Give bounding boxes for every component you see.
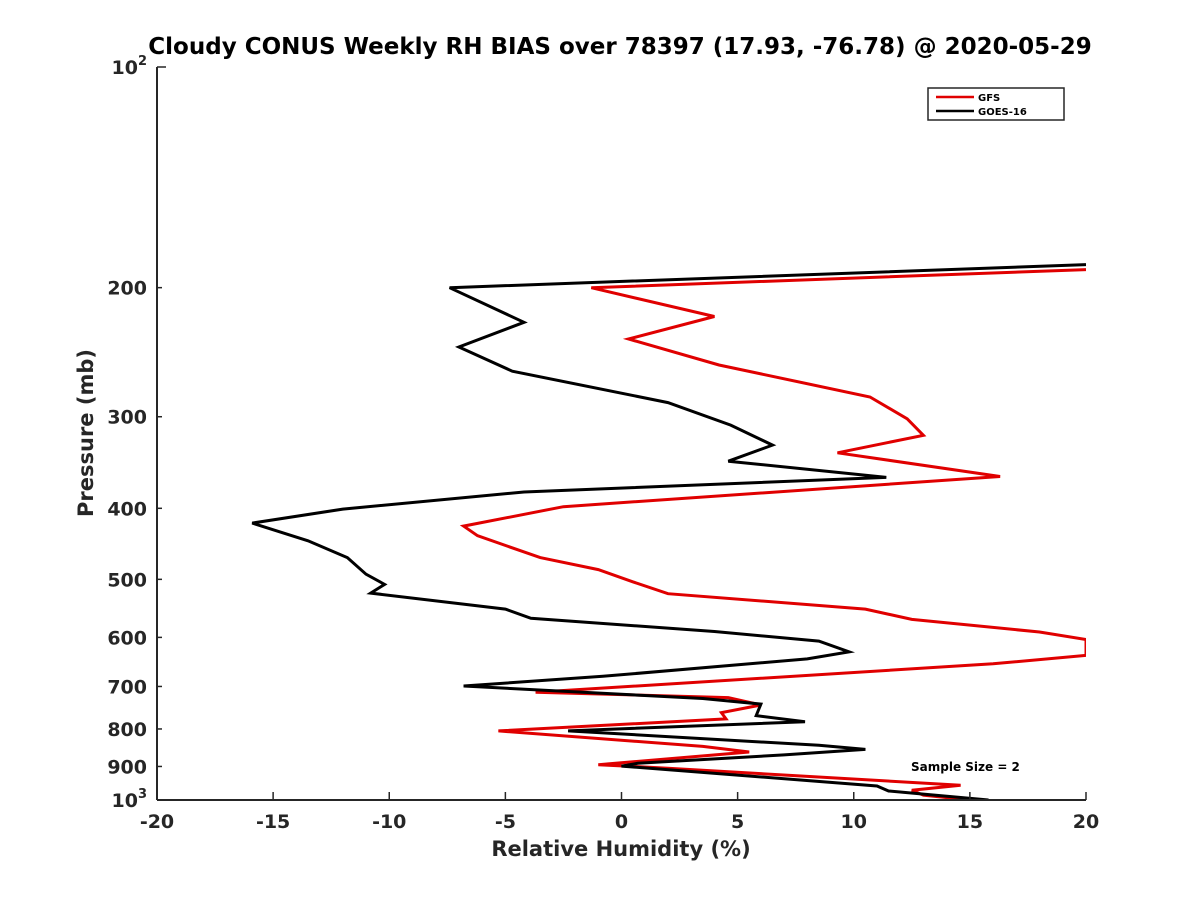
y-axis-label: Pressure (mb) — [74, 349, 98, 517]
y-tick-label: 500 — [107, 569, 147, 591]
y-tick-label: 400 — [107, 498, 147, 520]
y-tick-label: 700 — [107, 676, 147, 698]
y-tick-label: 103 — [112, 787, 148, 812]
y-ticks: 102 200 300 400 500 600 700 800 900 103 — [107, 54, 166, 812]
legend-box — [927, 87, 1065, 121]
legend-label-goes16: GOES-16 — [978, 107, 1027, 118]
series-layer — [251, 263, 1086, 800]
y-tick-label: 800 — [107, 719, 147, 741]
series-line-gfs — [459, 268, 1086, 800]
x-tick-label: 10 — [841, 811, 867, 833]
plot-area — [157, 67, 1086, 800]
x-tick-label: -10 — [372, 811, 406, 833]
x-ticks: -20 -15 -10 -5 0 5 10 15 20 — [140, 792, 1099, 833]
x-tick-label: -5 — [495, 811, 516, 833]
x-tick-label: -20 — [140, 811, 174, 833]
plot-background — [157, 67, 1086, 800]
x-tick-label: -15 — [256, 811, 290, 833]
y-tick-label: 600 — [107, 627, 147, 649]
chart-title: Cloudy CONUS Weekly RH BIAS over 78397 (… — [148, 34, 1091, 60]
legend: GFS GOES-16 — [927, 87, 1065, 121]
y-tick-label: 300 — [107, 407, 147, 429]
legend-label-gfs: GFS — [978, 93, 1000, 104]
x-tick-label: 5 — [731, 811, 744, 833]
y-tick-label: 900 — [107, 756, 147, 778]
x-axis-label: Relative Humidity (%) — [491, 837, 750, 861]
x-tick-label: 20 — [1073, 811, 1099, 833]
series-line-goes16 — [251, 263, 1086, 800]
x-tick-label: 15 — [957, 811, 983, 833]
sample-size-annotation: Sample Size = 2 — [911, 760, 1020, 774]
y-tick-label: 200 — [107, 278, 147, 300]
x-tick-label: 0 — [615, 811, 628, 833]
y-tick-label: 102 — [112, 54, 148, 79]
